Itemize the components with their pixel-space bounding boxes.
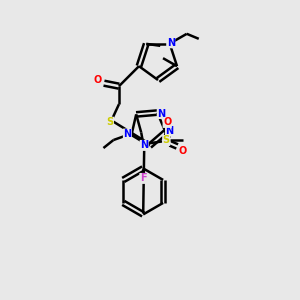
Text: N: N bbox=[123, 129, 131, 139]
Text: O: O bbox=[163, 117, 171, 128]
Text: O: O bbox=[178, 146, 186, 156]
Text: N: N bbox=[166, 126, 174, 136]
Text: N: N bbox=[140, 140, 148, 150]
Text: N: N bbox=[157, 109, 165, 118]
Text: O: O bbox=[94, 75, 102, 85]
Text: S: S bbox=[163, 135, 170, 146]
Text: S: S bbox=[106, 117, 113, 127]
Text: F: F bbox=[140, 173, 146, 183]
Text: N: N bbox=[167, 38, 175, 48]
